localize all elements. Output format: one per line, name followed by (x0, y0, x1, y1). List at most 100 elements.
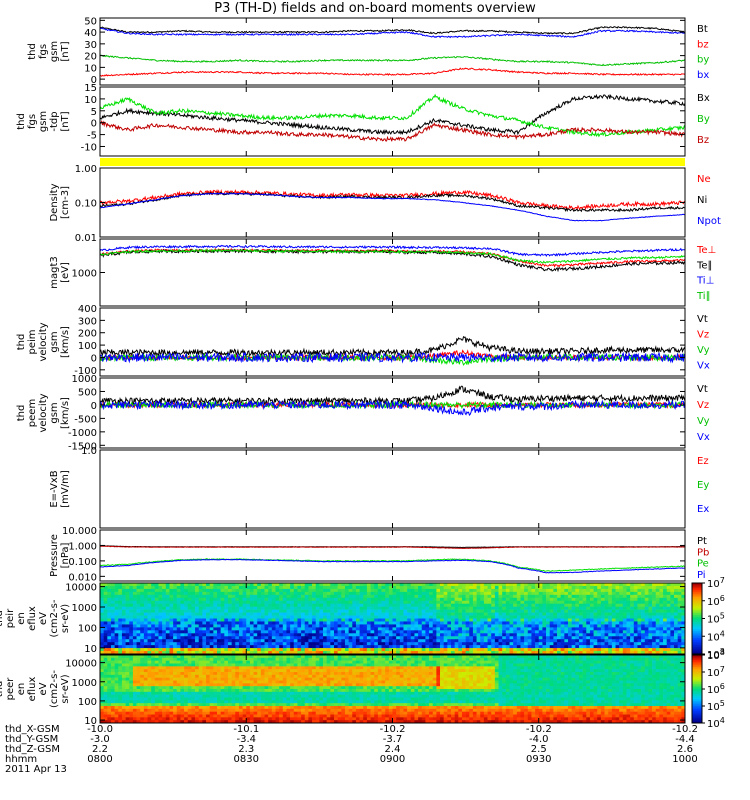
spectrogram-cell (582, 585, 587, 590)
spectrogram-cell (173, 588, 178, 593)
spectrogram-cell (451, 612, 455, 616)
spectrogram-cell (374, 612, 379, 616)
spectrogram-cell (136, 624, 141, 628)
spectrogram-cell (611, 585, 616, 590)
spectrogram-cell (103, 621, 108, 625)
spectrogram-cell (597, 606, 602, 610)
spectrogram-cell (147, 585, 152, 590)
spectrogram-cell (147, 606, 152, 610)
spectrogram-cell (396, 621, 401, 625)
spectrogram-cell (520, 600, 525, 605)
spectrogram-cell (557, 639, 561, 643)
spectrogram-cell (213, 700, 218, 704)
spectrogram-cell (659, 583, 664, 587)
spectrogram-cell (326, 618, 331, 622)
spectrogram-cell (469, 603, 474, 607)
colorbar-segment (692, 638, 702, 641)
spectrogram-cell (546, 621, 551, 625)
spectrogram-cell (334, 588, 338, 593)
spectrogram-cell (355, 594, 360, 599)
spectrogram-cell (198, 591, 203, 596)
spectrogram-cell (169, 666, 174, 670)
spectrogram-cell (279, 618, 284, 622)
spectrogram-cell (480, 642, 485, 646)
spectrogram-cell (110, 583, 115, 587)
spectrogram-cell (436, 600, 441, 605)
spectrogram-cell (154, 609, 159, 613)
spectrogram-cell (370, 639, 375, 643)
spectrogram-cell (626, 612, 631, 616)
spectrogram-cell (129, 703, 134, 707)
ylabel-line: [nPa] (60, 542, 71, 568)
spectrogram-cell (217, 627, 221, 631)
spectrogram-cell (502, 642, 507, 646)
spectrogram-cell (652, 609, 657, 613)
spectrogram-cell (282, 583, 287, 587)
spectrogram-cell (158, 703, 163, 707)
spectrogram-cell (118, 645, 123, 649)
spectrogram-cell (143, 708, 148, 712)
spectrogram-cell (337, 612, 342, 616)
spectrogram-cell (176, 689, 181, 693)
spectrogram-cell (509, 585, 514, 590)
spectrogram-cell (366, 609, 371, 613)
spectrogram-cell (136, 708, 141, 712)
spectrogram-cell (100, 603, 104, 607)
spectrogram-cell (151, 669, 156, 673)
spectrogram-cell (107, 594, 112, 599)
spectrogram-cell (652, 621, 657, 625)
spectrogram-cell (151, 666, 156, 670)
spectrogram-cell (184, 657, 189, 661)
spectrogram-cell (202, 717, 207, 721)
colorbar-segment (692, 648, 702, 651)
spectrogram-cell (454, 615, 459, 619)
spectrogram-cell (611, 627, 616, 631)
spectrogram-cell (538, 618, 543, 622)
spectrogram-cell (454, 594, 459, 599)
spectrogram-cell (107, 717, 112, 721)
spectrogram-cell (282, 591, 287, 596)
spectrogram-cell (235, 583, 240, 587)
spectrogram-cell (235, 609, 240, 613)
spectrogram-cell (436, 591, 441, 596)
spectrogram-cell (553, 609, 558, 613)
spectrogram-cell (136, 583, 141, 587)
spectrogram-cell (173, 591, 178, 596)
spectrogram-cell (513, 597, 518, 602)
spectrogram-cell (217, 583, 221, 587)
spectrogram-cell (553, 633, 558, 637)
spectrogram-cell (385, 624, 390, 628)
spectrogram-cell (114, 720, 119, 724)
spectrogram-cell (480, 591, 485, 596)
spectrogram-cell (132, 674, 137, 678)
spectrogram-cell (388, 591, 393, 596)
spectrogram-cell (571, 583, 576, 587)
spectrogram-cell (158, 627, 163, 631)
spectrogram-cell (268, 606, 273, 610)
spectrogram-cell (341, 594, 346, 599)
spectrogram-cell (147, 639, 152, 643)
spectrogram-cell (154, 603, 159, 607)
spectrogram-cell (604, 627, 609, 631)
spectrogram-cell (655, 651, 660, 655)
spectrogram-cell (246, 621, 251, 625)
spectrogram-cell (195, 609, 200, 613)
spectrogram-cell (670, 597, 675, 602)
ytick-label: 0.10 (75, 199, 97, 210)
spectrogram-cell (377, 642, 382, 646)
spectrogram-cell (546, 591, 551, 596)
spectrogram-cell (451, 627, 455, 631)
spectrogram-cell (114, 686, 119, 690)
spectrogram-cell (169, 612, 174, 616)
spectrogram-cell (677, 600, 682, 605)
spectrogram-cell (213, 663, 218, 667)
spectrogram-cell (187, 669, 192, 673)
spectrogram-cell (377, 627, 382, 631)
spectrogram-cell (677, 585, 682, 590)
spectrogram-cell (476, 633, 481, 637)
spectrogram-cell (608, 645, 613, 649)
spectrogram-cell (246, 636, 251, 640)
spectrogram-cell (206, 672, 210, 676)
spectrogram-cell (268, 609, 273, 613)
spectrogram-cell (626, 618, 631, 622)
